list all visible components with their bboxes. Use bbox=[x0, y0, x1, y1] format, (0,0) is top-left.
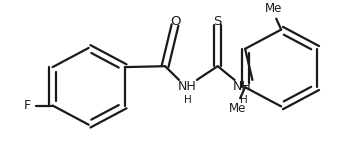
Text: NH: NH bbox=[233, 80, 252, 93]
Text: NH: NH bbox=[178, 80, 196, 93]
Text: O: O bbox=[170, 15, 180, 28]
Text: H: H bbox=[240, 95, 247, 105]
Text: Me: Me bbox=[265, 2, 282, 15]
Text: H: H bbox=[184, 95, 192, 105]
Text: F: F bbox=[24, 99, 31, 112]
Text: Me: Me bbox=[228, 102, 246, 115]
Text: S: S bbox=[213, 15, 222, 28]
